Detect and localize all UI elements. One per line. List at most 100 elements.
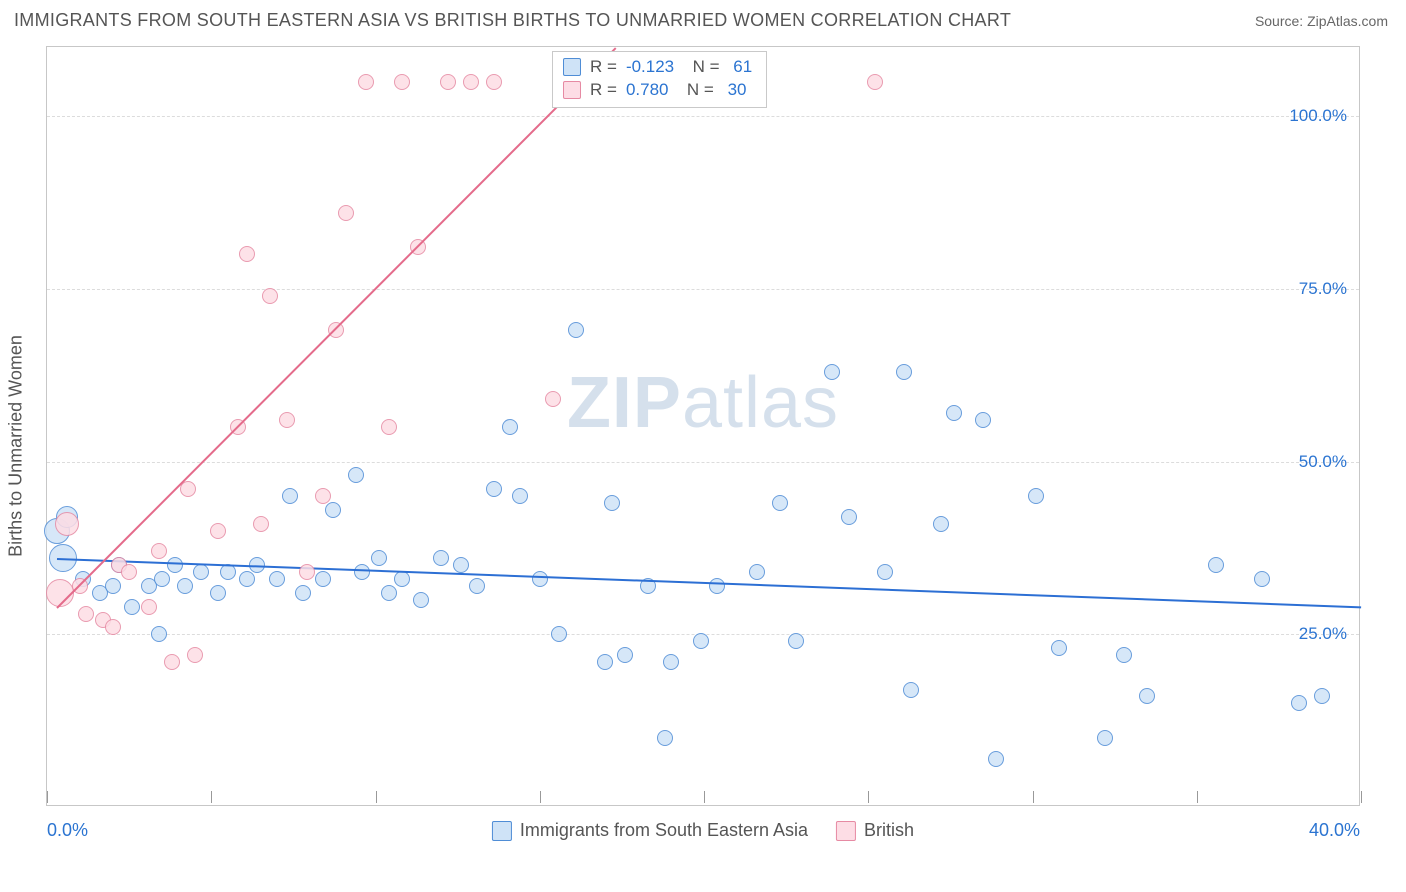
data-point-blue: [988, 751, 1004, 767]
x-tick: [868, 791, 869, 803]
data-point-pink: [358, 74, 374, 90]
data-point-pink: [338, 205, 354, 221]
gridline: [47, 116, 1359, 117]
legend-item-blue: Immigrants from South Eastern Asia: [492, 820, 808, 841]
data-point-blue: [433, 550, 449, 566]
x-tick: [376, 791, 377, 803]
data-point-blue: [167, 557, 183, 573]
data-point-blue: [295, 585, 311, 601]
x-tick: [540, 791, 541, 803]
data-point-blue: [709, 578, 725, 594]
stat-label: N =: [677, 79, 713, 102]
data-point-blue: [597, 654, 613, 670]
stat-R-value: 0.780: [626, 79, 669, 102]
data-point-blue: [413, 592, 429, 608]
data-point-blue: [1254, 571, 1270, 587]
data-point-blue: [749, 564, 765, 580]
data-point-pink: [141, 599, 157, 615]
stat-N-value: 61: [729, 56, 753, 79]
x-tick-label: 0.0%: [47, 820, 88, 841]
data-point-pink: [210, 523, 226, 539]
legend-label: British: [864, 820, 914, 841]
trend-line-pink: [56, 47, 616, 608]
data-point-blue: [381, 585, 397, 601]
legend: Immigrants from South Eastern Asia Britis…: [492, 820, 914, 841]
data-point-blue: [788, 633, 804, 649]
data-point-pink: [187, 647, 203, 663]
data-point-blue: [239, 571, 255, 587]
header-bar: IMMIGRANTS FROM SOUTH EASTERN ASIA VS BR…: [0, 0, 1406, 35]
stat-label: N =: [683, 56, 719, 79]
data-point-pink: [151, 543, 167, 559]
data-point-blue: [551, 626, 567, 642]
gridline: [47, 462, 1359, 463]
legend-swatch-pink: [836, 821, 856, 841]
stat-row-pink: R =0.780 N = 30: [563, 79, 752, 102]
x-tick: [211, 791, 212, 803]
data-point-pink: [164, 654, 180, 670]
swatch-blue: [563, 58, 581, 76]
data-point-blue: [617, 647, 633, 663]
data-point-pink: [105, 619, 121, 635]
data-point-blue: [315, 571, 331, 587]
data-point-blue: [453, 557, 469, 573]
data-point-blue: [604, 495, 620, 511]
data-point-blue: [877, 564, 893, 580]
data-point-pink: [262, 288, 278, 304]
data-point-blue: [841, 509, 857, 525]
stat-label: R =: [590, 56, 617, 79]
data-point-blue: [502, 419, 518, 435]
x-tick: [1033, 791, 1034, 803]
data-point-blue: [1028, 488, 1044, 504]
legend-item-pink: British: [836, 820, 914, 841]
data-point-blue: [896, 364, 912, 380]
data-point-blue: [193, 564, 209, 580]
data-point-pink: [440, 74, 456, 90]
stat-N-value: 30: [723, 79, 747, 102]
data-point-blue: [124, 599, 140, 615]
plot-area: 25.0%50.0%75.0%100.0%: [47, 47, 1359, 805]
data-point-blue: [1097, 730, 1113, 746]
data-point-blue: [1116, 647, 1132, 663]
legend-label: Immigrants from South Eastern Asia: [520, 820, 808, 841]
data-point-blue: [354, 564, 370, 580]
data-point-blue: [151, 626, 167, 642]
x-tick: [704, 791, 705, 803]
data-point-blue: [663, 654, 679, 670]
data-point-pink: [545, 391, 561, 407]
data-point-blue: [933, 516, 949, 532]
data-point-blue: [154, 571, 170, 587]
data-point-blue: [975, 412, 991, 428]
y-tick-label: 50.0%: [1299, 452, 1347, 472]
data-point-pink: [55, 512, 79, 536]
stat-R-value: -0.123: [626, 56, 674, 79]
data-point-pink: [486, 74, 502, 90]
data-point-blue: [772, 495, 788, 511]
chart-area: 25.0%50.0%75.0%100.0% ZIPatlas R =-0.123…: [46, 46, 1360, 806]
data-point-pink: [463, 74, 479, 90]
y-tick-label: 100.0%: [1289, 106, 1347, 126]
data-point-blue: [210, 585, 226, 601]
data-point-blue: [903, 682, 919, 698]
stat-row-blue: R = -0.123 N = 61: [563, 56, 752, 79]
x-tick: [1197, 791, 1198, 803]
data-point-pink: [328, 322, 344, 338]
data-point-blue: [1208, 557, 1224, 573]
x-tick: [47, 791, 48, 803]
data-point-pink: [121, 564, 137, 580]
data-point-blue: [1139, 688, 1155, 704]
data-point-pink: [180, 481, 196, 497]
data-point-blue: [469, 578, 485, 594]
data-point-pink: [867, 74, 883, 90]
data-point-blue: [325, 502, 341, 518]
y-axis-label: Births to Unmarried Women: [6, 335, 27, 557]
data-point-pink: [381, 419, 397, 435]
data-point-blue: [1314, 688, 1330, 704]
data-point-blue: [693, 633, 709, 649]
data-point-pink: [299, 564, 315, 580]
data-point-blue: [657, 730, 673, 746]
swatch-pink: [563, 81, 581, 99]
y-tick-label: 75.0%: [1299, 279, 1347, 299]
data-point-blue: [282, 488, 298, 504]
data-point-blue: [348, 467, 364, 483]
